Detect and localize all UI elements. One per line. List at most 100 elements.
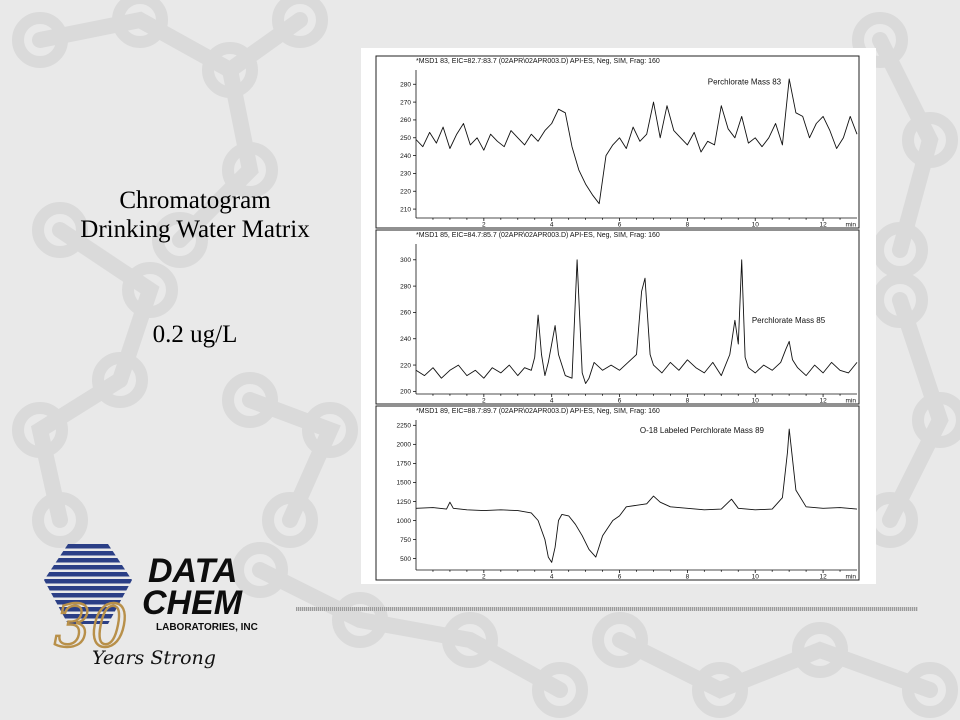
- molecule-node: [302, 402, 358, 458]
- molecule-node: [692, 662, 748, 718]
- molecule-node: [112, 0, 168, 48]
- globe-stripe: [44, 579, 132, 584]
- x-tick-label: 12: [819, 574, 827, 581]
- chromatogram-trace: [415, 78, 858, 205]
- x-tick-label: 6: [618, 222, 622, 229]
- molecule-node: [222, 372, 278, 428]
- globe-stripe: [44, 607, 132, 612]
- molecule-node: [442, 612, 498, 668]
- molecule-node: [12, 402, 68, 458]
- globe-stripe: [44, 544, 132, 549]
- x-tick-label: 10: [752, 222, 760, 229]
- plot-header: *MSD1 83, EIC=82.7:83.7 (02APR\02APR003.…: [416, 58, 660, 65]
- chromatogram-figure: *MSD1 83, EIC=82.7:83.7 (02APR\02APR003.…: [361, 48, 876, 584]
- x-unit-label: min: [846, 574, 857, 581]
- globe-stripe: [44, 621, 132, 624]
- y-tick-label: 1750: [397, 461, 412, 468]
- logo-anniversary-number: 30: [54, 592, 128, 660]
- globe-stripe: [44, 593, 132, 598]
- molecule-node: [122, 262, 178, 318]
- logo-word-data: DATA: [148, 552, 237, 590]
- chromatogram-trace: [415, 428, 858, 563]
- x-tick-label: 2: [482, 574, 486, 581]
- trace-label: Perchlorate Mass 83: [708, 77, 782, 86]
- trace-label: Perchlorate Mass 85: [752, 316, 826, 325]
- molecule-node: [202, 42, 258, 98]
- x-tick-label: 2: [482, 398, 486, 405]
- molecule-node: [532, 662, 588, 718]
- logo-word-chem: CHEM: [142, 584, 243, 622]
- molecule-node: [592, 612, 648, 668]
- molecule-node: [92, 352, 148, 408]
- molecule-node: [32, 492, 88, 548]
- y-tick-label: 1000: [397, 518, 412, 525]
- globe-stripe: [44, 572, 132, 577]
- plot-header: *MSD1 89, EIC=88.7:89.7 (02APR\02APR003.…: [416, 408, 660, 415]
- chromatogram-svg: *MSD1 83, EIC=82.7:83.7 (02APR\02APR003.…: [375, 55, 860, 581]
- y-tick-label: 220: [400, 189, 411, 196]
- molecule-node: [32, 202, 88, 258]
- x-unit-label: min: [846, 398, 857, 405]
- x-tick-label: 4: [550, 398, 554, 405]
- chromatogram-panel-3: *MSD1 89, EIC=88.7:89.7 (02APR\02APR003.…: [375, 405, 860, 581]
- y-tick-label: 250: [400, 135, 411, 142]
- molecule-node: [872, 272, 928, 328]
- globe-stripe: [44, 614, 132, 619]
- y-tick-label: 240: [400, 336, 411, 343]
- y-tick-label: 2250: [397, 423, 412, 430]
- molecule-node: [232, 542, 288, 598]
- panel-frame: [375, 55, 860, 229]
- molecule-node: [902, 662, 958, 718]
- globe-stripe: [44, 586, 132, 591]
- company-logo: DATA CHEM LABORATORIES, INC 30 Years Str…: [44, 544, 258, 669]
- x-tick-label: 8: [686, 398, 690, 405]
- chromatogram-panel-2: *MSD1 85, EIC=84.7:85.7 (02APR\02APR003.…: [375, 229, 860, 405]
- molecule-node: [332, 592, 388, 648]
- y-tick-label: 260: [400, 310, 411, 317]
- molecule-node: [912, 392, 960, 448]
- globe-stripe: [44, 551, 132, 556]
- x-tick-label: 6: [618, 398, 622, 405]
- x-tick-label: 12: [819, 222, 827, 229]
- molecule-node: [152, 212, 208, 268]
- slide-caption-title: Chromatogram Drinking Water Matrix: [80, 187, 310, 243]
- x-tick-label: 12: [819, 398, 827, 405]
- molecule-node: [222, 142, 278, 198]
- y-tick-label: 240: [400, 153, 411, 160]
- y-tick-label: 1500: [397, 480, 412, 487]
- y-tick-label: 300: [400, 257, 411, 264]
- trace-label: O-18 Labeled Perchlorate Mass 89: [640, 426, 765, 435]
- panel-frame: [375, 405, 860, 581]
- y-tick-label: 750: [400, 537, 411, 544]
- x-tick-label: 4: [550, 574, 554, 581]
- y-tick-label: 230: [400, 171, 411, 178]
- y-tick-label: 1250: [397, 499, 412, 506]
- y-tick-label: 2000: [397, 442, 412, 449]
- molecule-motif-decoration: [30, 11, 949, 699]
- logo-subtitle: LABORATORIES, INC: [156, 622, 258, 633]
- footer-divider: [296, 607, 918, 611]
- globe-stripe: [44, 565, 132, 570]
- y-tick-label: 200: [400, 389, 411, 396]
- x-tick-label: 4: [550, 222, 554, 229]
- y-tick-label: 500: [400, 556, 411, 563]
- x-unit-label: min: [846, 222, 857, 229]
- panel-frame: [375, 229, 860, 405]
- x-tick-label: 8: [686, 574, 690, 581]
- globe-logo-icon: [44, 544, 132, 624]
- x-tick-label: 6: [618, 574, 622, 581]
- y-tick-label: 280: [400, 283, 411, 290]
- molecule-node: [262, 492, 318, 548]
- y-tick-label: 280: [400, 82, 411, 89]
- logo-script-tagline: Years Strong: [92, 647, 216, 669]
- molecule-node: [12, 12, 68, 68]
- slide-caption-concentration: 0.2 ug/L: [152, 321, 238, 348]
- y-tick-label: 260: [400, 117, 411, 124]
- x-tick-label: 10: [752, 574, 760, 581]
- globe-stripe: [44, 600, 132, 605]
- x-tick-label: 2: [482, 222, 486, 229]
- y-tick-label: 210: [400, 206, 411, 213]
- molecule-node: [902, 112, 958, 168]
- y-tick-label: 220: [400, 362, 411, 369]
- molecule-node: [792, 622, 848, 678]
